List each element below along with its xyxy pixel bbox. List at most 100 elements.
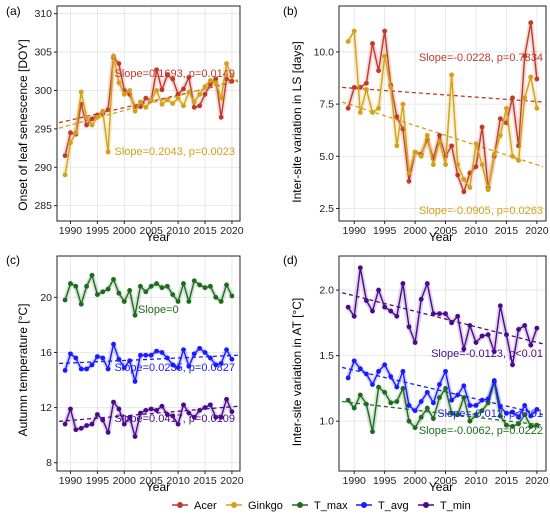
plot-area: 1990 1995 2000 2005 2010 2015 2020 8 12 16 20	[40, 255, 244, 487]
data-point	[473, 403, 479, 408]
data-point	[175, 421, 181, 427]
data-point	[461, 176, 467, 182]
data-point	[229, 356, 235, 362]
y-tick-label: 290	[34, 162, 52, 174]
data-point	[148, 97, 154, 103]
data-point	[461, 383, 467, 389]
data-point	[224, 282, 229, 288]
data-point	[376, 68, 381, 74]
data-point	[370, 41, 375, 46]
data-point	[461, 346, 467, 352]
x-axis-label: Year	[146, 230, 170, 244]
data-point	[202, 405, 208, 411]
trend-line	[59, 405, 238, 423]
data-point	[159, 101, 165, 107]
data-point	[197, 282, 203, 288]
data-point	[528, 20, 534, 26]
data-point	[105, 430, 111, 435]
data-point	[132, 434, 138, 439]
data-point	[418, 153, 424, 159]
data-point	[424, 389, 430, 395]
data-point	[170, 362, 176, 368]
data-point	[116, 406, 122, 412]
data-point	[449, 410, 455, 416]
data-point	[138, 99, 143, 105]
x-axis-label: Year	[146, 480, 170, 494]
data-point	[400, 368, 406, 374]
data-point	[516, 414, 522, 420]
data-point	[497, 116, 503, 122]
data-point	[510, 409, 515, 415]
data-point	[181, 347, 186, 353]
legend-swatch-dot	[297, 502, 303, 508]
x-tick-label: 2000	[113, 225, 137, 237]
data-point	[181, 402, 186, 408]
x-tick-label: 2005	[434, 475, 458, 487]
data-point	[213, 80, 219, 86]
data-point	[455, 313, 461, 319]
data-point	[357, 366, 363, 372]
x-tick-label: 2000	[403, 475, 427, 487]
y-tick-label: 8	[46, 457, 52, 469]
data-point	[94, 412, 100, 417]
data-point	[164, 355, 170, 361]
x-tick-label: 2020	[525, 475, 549, 487]
data-point	[84, 122, 90, 128]
data-point	[73, 283, 79, 289]
data-point	[207, 283, 213, 289]
data-point	[89, 122, 95, 128]
data-point	[382, 304, 388, 310]
legend-item: T_min	[418, 500, 471, 512]
legend-item: Acer	[172, 500, 217, 512]
data-point	[400, 126, 406, 132]
data-point	[218, 361, 224, 366]
data-point	[351, 358, 357, 364]
data-point	[78, 366, 84, 372]
data-point	[510, 95, 515, 101]
data-point	[111, 277, 116, 282]
y-tick-label: 5.0	[319, 151, 334, 163]
data-point	[430, 416, 436, 421]
data-point	[224, 61, 229, 66]
panel-d: 1990 1995 2000 2005 2010 2015 2020 1.0 1.5 2.0 (d…	[283, 253, 549, 494]
y-axis-label: Autumn temperature [°C]	[16, 304, 30, 437]
data-point	[528, 74, 534, 80]
data-point	[406, 324, 412, 330]
data-point	[89, 272, 95, 278]
data-point	[449, 397, 455, 403]
slope-annotation: Slope=0.0417, p=0.0109	[114, 413, 235, 425]
data-point	[528, 342, 534, 348]
data-point	[121, 365, 127, 371]
legend-swatch-dot	[423, 502, 429, 508]
x-tick-label: 1995	[86, 475, 110, 487]
data-point	[111, 53, 116, 59]
panel-label: (b)	[283, 4, 298, 18]
data-point	[479, 162, 485, 168]
data-point	[164, 72, 170, 78]
data-point	[132, 379, 138, 384]
y-axis-label: Inter-site variation in AT [°C]	[290, 298, 304, 446]
legend-label: Ginkgo	[248, 500, 283, 512]
x-tick-label: 2000	[403, 225, 427, 237]
data-point	[394, 313, 400, 319]
data-point	[394, 114, 400, 120]
y-tick-label: 12	[40, 402, 52, 414]
data-point	[89, 362, 95, 368]
data-point	[68, 351, 73, 357]
x-tick-label: 1990	[59, 225, 83, 237]
data-point	[400, 101, 406, 107]
data-point	[443, 386, 448, 391]
data-point	[224, 76, 229, 82]
data-point	[485, 396, 491, 402]
data-point	[186, 410, 192, 416]
data-point	[170, 292, 176, 297]
slope-annotation: Slope=0.0235, p=0.0827	[114, 362, 235, 374]
x-tick-label: 2010	[464, 225, 488, 237]
data-point	[218, 299, 224, 304]
x-tick-label: 2010	[166, 475, 190, 487]
slope-annotation: Slope=-0.0228, p=0.7334	[419, 52, 543, 64]
data-point	[111, 399, 116, 405]
panel-a: 1990 1995 2000 2005 2010 2015 2020 285 290 295 300…	[6, 4, 244, 244]
y-tick-label: 7.5	[319, 99, 334, 111]
data-point	[229, 293, 235, 299]
